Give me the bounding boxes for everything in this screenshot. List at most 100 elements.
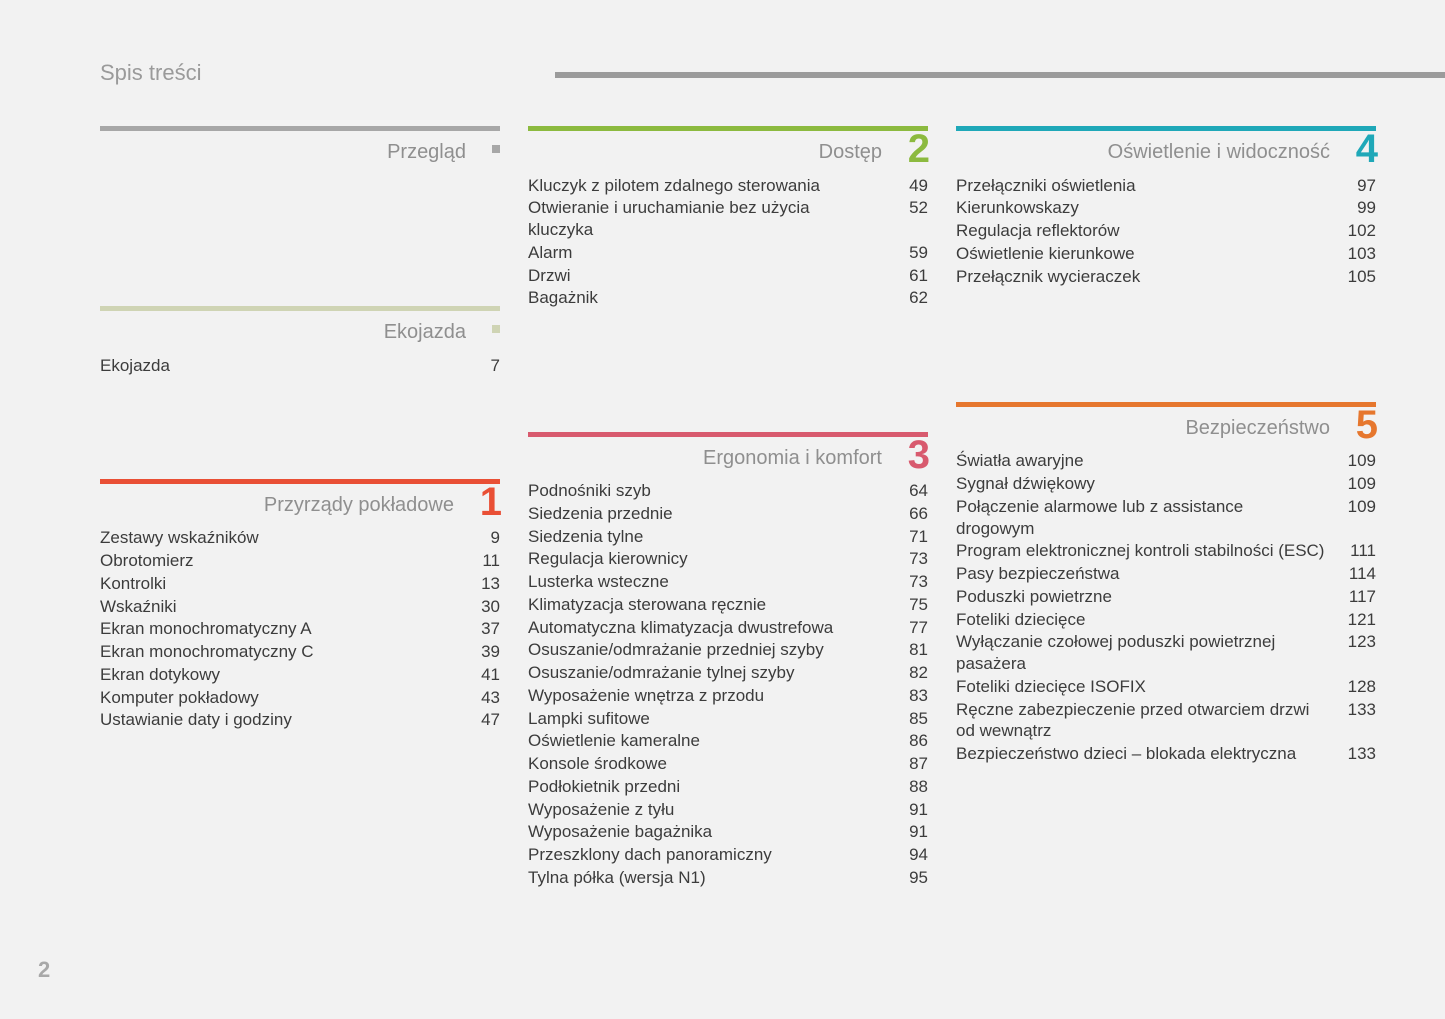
toc-entry-label: Oświetlenie kierunkowe xyxy=(956,243,1336,265)
toc-entry-label: Kierunkowskazy xyxy=(956,197,1336,219)
toc-entry[interactable]: Foteliki dziecięce121 xyxy=(956,608,1376,631)
toc-entry[interactable]: Alarm59 xyxy=(528,241,928,264)
toc-entry-label: Komputer pokładowy xyxy=(100,687,460,709)
toc-entry[interactable]: Sygnał dźwiękowy109 xyxy=(956,473,1376,496)
toc-entry[interactable]: Klimatyzacja sterowana ręcznie75 xyxy=(528,593,928,616)
toc-entry[interactable]: Osuszanie/odmrażanie przedniej szyby81 xyxy=(528,639,928,662)
section-eco: Ekojazda Ekojazda7 xyxy=(100,306,500,377)
toc-entry-label: Tylna półka (wersja N1) xyxy=(528,867,888,889)
entries-eco: Ekojazda7 xyxy=(100,354,500,377)
section-title-eco: Ekojazda xyxy=(100,321,472,344)
entries-5: Światła awaryjne109Sygnał dźwiękowy109Po… xyxy=(956,450,1376,766)
section-header-1: Przyrządy pokładowe 1 xyxy=(100,479,500,517)
toc-entry-page: 103 xyxy=(1336,243,1376,265)
toc-entry[interactable]: Ręczne zabezpieczenie przed otwarciem dr… xyxy=(956,698,1376,743)
toc-entry[interactable]: Obrotomierz11 xyxy=(100,550,500,573)
section-number-4: 4 xyxy=(1356,129,1378,169)
toc-entry[interactable]: Drzwi61 xyxy=(528,264,928,287)
column-2: Dostęp 2 Kluczyk z pilotem zdalnego ster… xyxy=(528,126,928,931)
toc-entry[interactable]: Kluczyk z pilotem zdalnego sterowania49 xyxy=(528,174,928,197)
toc-entry[interactable]: Podnośniki szyb64 xyxy=(528,480,928,503)
section-title-4: Oświetlenie i widoczność xyxy=(956,141,1376,164)
section-4: Oświetlenie i widoczność 4 Przełączniki … xyxy=(956,126,1376,288)
toc-entry[interactable]: Foteliki dziecięce ISOFIX128 xyxy=(956,675,1376,698)
section-header-overview: Przegląd xyxy=(100,126,500,164)
toc-entry-label: Ekran monochromatyczny C xyxy=(100,641,460,663)
toc-entry[interactable]: Lampki sufitowe85 xyxy=(528,707,928,730)
toc-entry-label: Osuszanie/odmrażanie przedniej szyby xyxy=(528,639,888,661)
section-dot-eco-icon xyxy=(492,325,500,333)
toc-entry-page: 11 xyxy=(460,550,500,572)
column-3: Oświetlenie i widoczność 4 Przełączniki … xyxy=(956,126,1376,931)
toc-entry[interactable]: Lusterka wsteczne73 xyxy=(528,571,928,594)
toc-entry[interactable]: Osuszanie/odmrażanie tylnej szyby82 xyxy=(528,662,928,685)
section-number-3: 3 xyxy=(908,435,930,475)
toc-entry[interactable]: Regulacja reflektorów102 xyxy=(956,220,1376,243)
toc-entry[interactable]: Podłokietnik przedni88 xyxy=(528,775,928,798)
toc-entry[interactable]: Tylna półka (wersja N1)95 xyxy=(528,866,928,889)
toc-entry-label: Przełączniki oświetlenia xyxy=(956,175,1336,197)
toc-entry[interactable]: Siedzenia przednie66 xyxy=(528,502,928,525)
toc-entry[interactable]: Kontrolki13 xyxy=(100,572,500,595)
toc-entry[interactable]: Komputer pokładowy43 xyxy=(100,686,500,709)
toc-entry[interactable]: Program elektronicznej kontroli stabilno… xyxy=(956,540,1376,563)
toc-entry-page: 43 xyxy=(460,687,500,709)
toc-entry-label: Wyposażenie bagażnika xyxy=(528,821,888,843)
toc-entry[interactable]: Ekran dotykowy41 xyxy=(100,663,500,686)
toc-entry[interactable]: Połączenie alarmowe lub z assistance dro… xyxy=(956,495,1376,540)
toc-entry[interactable]: Siedzenia tylne71 xyxy=(528,525,928,548)
toc-entry[interactable]: Przełącznik wycieraczek105 xyxy=(956,265,1376,288)
toc-entry-page: 77 xyxy=(888,617,928,639)
spacer xyxy=(528,352,928,432)
toc-entry[interactable]: Wyłączanie czołowej poduszki powietrznej… xyxy=(956,631,1376,676)
section-header-2: Dostęp 2 xyxy=(528,126,928,164)
toc-entry[interactable]: Pasy bezpieczeństwa114 xyxy=(956,563,1376,586)
entries-4: Przełączniki oświetlenia97Kierunkowskazy… xyxy=(956,174,1376,288)
toc-entry-label: Ustawianie daty i godziny xyxy=(100,709,460,731)
toc-entry-page: 13 xyxy=(460,573,500,595)
toc-entry[interactable]: Automatyczna klimatyzacja dwustrefowa77 xyxy=(528,616,928,639)
section-header-eco: Ekojazda xyxy=(100,306,500,344)
toc-entry-label: Lusterka wsteczne xyxy=(528,571,888,593)
toc-entry[interactable]: Wyposażenie z tyłu91 xyxy=(528,798,928,821)
toc-entry-page: 117 xyxy=(1336,586,1376,608)
page-number: 2 xyxy=(38,957,50,983)
section-2: Dostęp 2 Kluczyk z pilotem zdalnego ster… xyxy=(528,126,928,310)
toc-entry-page: 111 xyxy=(1336,540,1376,562)
section-header-4: Oświetlenie i widoczność 4 xyxy=(956,126,1376,164)
toc-entry-label: Alarm xyxy=(528,242,888,264)
section-header-5: Bezpieczeństwo 5 xyxy=(956,402,1376,440)
toc-entry[interactable]: Ekran monochromatyczny A37 xyxy=(100,618,500,641)
section-overview: Przegląd xyxy=(100,126,500,174)
top-rule xyxy=(555,72,1445,78)
toc-entry[interactable]: Światła awaryjne109 xyxy=(956,450,1376,473)
toc-entry[interactable]: Kierunkowskazy99 xyxy=(956,197,1376,220)
toc-entry-label: Podnośniki szyb xyxy=(528,480,888,502)
section-title-5: Bezpieczeństwo xyxy=(956,417,1376,440)
toc-entry-label: Połączenie alarmowe lub z assistance dro… xyxy=(956,496,1336,540)
toc-entry[interactable]: Przełączniki oświetlenia97 xyxy=(956,174,1376,197)
toc-entry[interactable]: Ekran monochromatyczny C39 xyxy=(100,641,500,664)
toc-entry[interactable]: Oświetlenie kameralne86 xyxy=(528,730,928,753)
toc-entry[interactable]: Zestawy wskaźników9 xyxy=(100,527,500,550)
toc-entry-label: Automatyczna klimatyzacja dwustrefowa xyxy=(528,617,888,639)
toc-entry[interactable]: Oświetlenie kierunkowe103 xyxy=(956,242,1376,265)
toc-entry[interactable]: Wyposażenie wnętrza z przodu83 xyxy=(528,684,928,707)
toc-entry-label: Poduszki powietrzne xyxy=(956,586,1336,608)
toc-entry[interactable]: Bezpieczeństwo dzieci – blokada elektryc… xyxy=(956,743,1376,766)
toc-entry-label: Bezpieczeństwo dzieci – blokada elektryc… xyxy=(956,743,1336,765)
toc-entry[interactable]: Ustawianie daty i godziny47 xyxy=(100,709,500,732)
toc-entry[interactable]: Regulacja kierownicy73 xyxy=(528,548,928,571)
toc-entry[interactable]: Otwieranie i uruchamianie bez użycia klu… xyxy=(528,197,928,242)
toc-entry-page: 30 xyxy=(460,596,500,618)
toc-entry[interactable]: Ekojazda7 xyxy=(100,354,500,377)
section-3: Ergonomia i komfort 3 Podnośniki szyb64S… xyxy=(528,432,928,890)
toc-entry[interactable]: Bagażnik62 xyxy=(528,287,928,310)
toc-entry[interactable]: Konsole środkowe87 xyxy=(528,753,928,776)
toc-entry-label: Ekran dotykowy xyxy=(100,664,460,686)
spacer xyxy=(100,216,500,306)
toc-entry[interactable]: Przeszklony dach panoramiczny94 xyxy=(528,844,928,867)
toc-entry[interactable]: Wyposażenie bagażnika91 xyxy=(528,821,928,844)
toc-entry[interactable]: Wskaźniki30 xyxy=(100,595,500,618)
toc-entry[interactable]: Poduszki powietrzne117 xyxy=(956,585,1376,608)
